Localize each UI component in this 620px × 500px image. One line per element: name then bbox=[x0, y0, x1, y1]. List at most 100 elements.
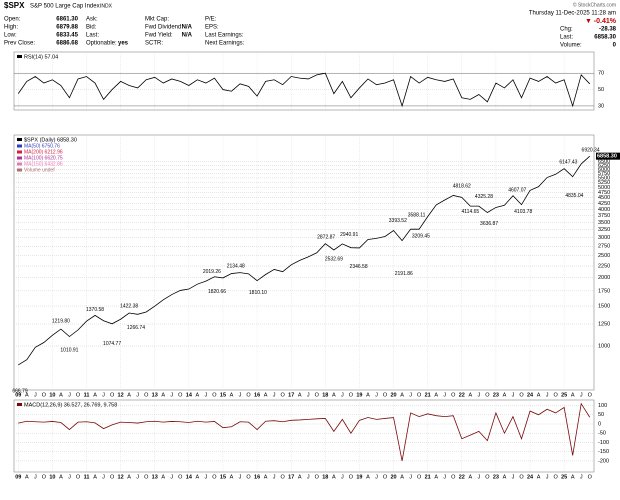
y-tick-label: 3500 bbox=[598, 220, 610, 226]
x-tick-label: O bbox=[42, 392, 47, 398]
panel-title: RSI(14) 57.04 bbox=[24, 54, 58, 60]
field-label: Bid: bbox=[86, 25, 97, 31]
x-tick-label: O bbox=[76, 474, 81, 480]
x-tick-label: J bbox=[443, 474, 446, 480]
y-tick-label: 2750 bbox=[598, 244, 610, 250]
x-tick-label: O bbox=[519, 474, 524, 480]
x-tick-label: O bbox=[178, 392, 183, 398]
x-tick-label: J bbox=[68, 392, 71, 398]
field-label: P/E: bbox=[205, 17, 217, 23]
field-label: Next Earnings: bbox=[205, 41, 245, 47]
x-tick-label: A bbox=[230, 474, 234, 480]
x-tick-label: 10 bbox=[49, 392, 55, 398]
price-annotation: 3393.52 bbox=[389, 218, 407, 224]
x-tick-label: A bbox=[161, 392, 165, 398]
x-tick-label: 09 bbox=[15, 392, 21, 398]
field-label: SCTR: bbox=[145, 41, 163, 47]
x-tick-label: O bbox=[485, 392, 490, 398]
price-annotation: 1266.74 bbox=[127, 325, 145, 331]
x-tick-label: A bbox=[196, 392, 200, 398]
x-tick-label: A bbox=[503, 392, 507, 398]
x-tick-label: J bbox=[273, 474, 276, 480]
price-annotation: 2872.87 bbox=[317, 234, 335, 240]
x-tick-label: O bbox=[110, 474, 115, 480]
y-tick-label: 4250 bbox=[598, 201, 610, 207]
overlay-swatch bbox=[17, 168, 22, 172]
x-tick-label: A bbox=[366, 474, 370, 480]
field-label: Mkt Cap: bbox=[145, 17, 169, 23]
y-tick-label: 5000 bbox=[598, 185, 610, 191]
x-tick-label: O bbox=[383, 474, 388, 480]
y-tick-label: 70 bbox=[598, 71, 604, 77]
y-tick-label: -200 bbox=[598, 458, 609, 464]
overlay-legend: Volume undef bbox=[24, 167, 55, 173]
y-tick-label: 6000 bbox=[598, 167, 610, 173]
x-tick-label: O bbox=[451, 474, 456, 480]
timestamp: Thursday 11-Dec-2025 11:28 am bbox=[529, 11, 616, 17]
field-value: yes bbox=[118, 41, 129, 47]
x-tick-label: O bbox=[246, 474, 251, 480]
x-tick-label: J bbox=[546, 474, 549, 480]
x-tick-label: O bbox=[144, 474, 149, 480]
x-tick-label: J bbox=[307, 474, 310, 480]
x-tick-label: 12 bbox=[118, 392, 124, 398]
x-tick-label: A bbox=[571, 474, 575, 480]
x-tick-label: A bbox=[332, 474, 336, 480]
x-tick-label: A bbox=[571, 392, 575, 398]
x-tick-label: 22 bbox=[459, 392, 465, 398]
x-tick-label: A bbox=[93, 392, 97, 398]
x-tick-label: J bbox=[34, 392, 37, 398]
panel-frame bbox=[13, 399, 595, 473]
y-tick-label: 5250 bbox=[598, 180, 610, 186]
price-annotation: 4103.78 bbox=[514, 209, 532, 215]
field-value: 6861.30 bbox=[56, 17, 78, 23]
x-tick-label: O bbox=[246, 392, 251, 398]
x-tick-label: O bbox=[519, 392, 524, 398]
quote-label: Chg: bbox=[560, 27, 573, 33]
x-tick-label: O bbox=[553, 392, 558, 398]
field-value: N/A bbox=[182, 33, 193, 39]
x-tick-label: A bbox=[400, 474, 404, 480]
x-tick-label: J bbox=[512, 392, 515, 398]
last-price-tag: 6858.30 bbox=[597, 154, 617, 160]
x-tick-label: J bbox=[102, 392, 105, 398]
x-tick-label: O bbox=[417, 392, 422, 398]
x-tick-label: A bbox=[59, 474, 63, 480]
field-label: Last: bbox=[86, 33, 99, 39]
field-label: Low: bbox=[4, 33, 17, 39]
price-annotation: 1370.58 bbox=[86, 307, 104, 313]
x-tick-label: O bbox=[383, 392, 388, 398]
x-tick-label: A bbox=[161, 474, 165, 480]
x-tick-label: O bbox=[553, 474, 558, 480]
y-tick-label: 3250 bbox=[598, 227, 610, 233]
y-tick-label: 1000 bbox=[598, 343, 610, 349]
y-tick-label: 5500 bbox=[598, 175, 610, 181]
x-tick-label: A bbox=[434, 474, 438, 480]
x-tick-label: J bbox=[477, 474, 480, 480]
y-tick-label: 4500 bbox=[598, 195, 610, 201]
x-tick-label: J bbox=[102, 474, 105, 480]
x-tick-label: 11 bbox=[84, 392, 90, 398]
x-tick-label: J bbox=[409, 392, 412, 398]
y-tick-label: 2000 bbox=[598, 275, 610, 281]
panel-title: $SPX (Daily) 6858.30 bbox=[24, 137, 77, 143]
x-tick-label: J bbox=[341, 392, 344, 398]
x-tick-label: J bbox=[136, 474, 139, 480]
x-tick-label: 20 bbox=[390, 474, 396, 480]
x-tick-label: J bbox=[512, 474, 515, 480]
x-tick-label: J bbox=[205, 474, 208, 480]
overlay-legend: MA(150) 6432.86 bbox=[24, 161, 63, 167]
quote-label: Volume: bbox=[560, 43, 582, 49]
x-tick-label: 25 bbox=[561, 392, 567, 398]
x-tick-label: A bbox=[59, 392, 63, 398]
field-label: Open: bbox=[4, 17, 21, 23]
price-annotation: 2191.86 bbox=[395, 271, 413, 277]
x-tick-label: J bbox=[170, 392, 173, 398]
field-value: 6833.45 bbox=[56, 33, 78, 39]
x-tick-label: O bbox=[178, 474, 183, 480]
y-tick-label: 4000 bbox=[598, 207, 610, 213]
price-annotation: 6920.34 bbox=[582, 148, 600, 154]
x-tick-label: 14 bbox=[186, 474, 193, 480]
x-tick-label: A bbox=[298, 392, 302, 398]
